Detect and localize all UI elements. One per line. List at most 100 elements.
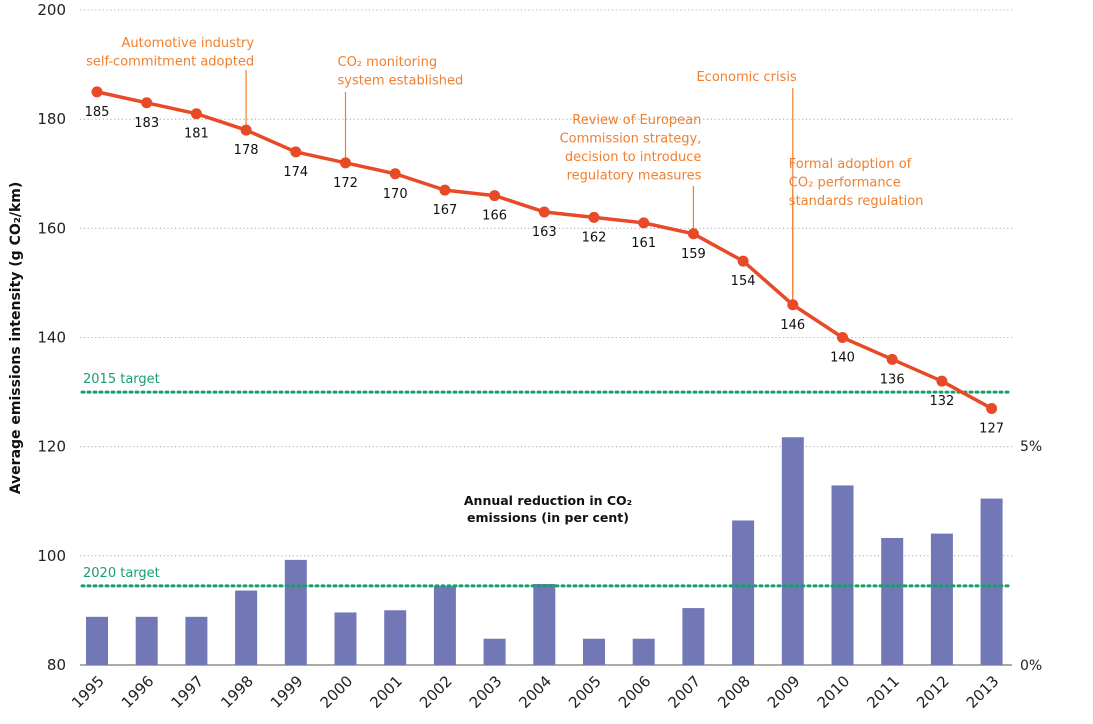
reduction-bars	[86, 437, 1003, 665]
data-label: 178	[234, 143, 259, 158]
annotations: Automotive industry self-commitment adopt…	[86, 36, 923, 301]
series-line	[96, 90, 993, 410]
data-labels: 185 183 181 178 174 172 170 167 166 163 162 161 159 1…	[85, 105, 1004, 437]
x-tick-label: 1995	[68, 672, 108, 712]
annotation-text: decision to introduce	[565, 150, 702, 165]
reduction-bar	[732, 520, 755, 665]
target-label: 2020 target	[83, 566, 160, 581]
y2-axis: 0% 5%	[1020, 439, 1042, 674]
annotation-text: Commission strategy,	[560, 132, 702, 147]
data-point	[787, 299, 799, 311]
x-tick-label: 2006	[615, 672, 655, 712]
data-label: 154	[731, 274, 756, 289]
y-tick-label: 200	[37, 1, 66, 19]
data-point	[538, 206, 550, 218]
reduction-bar	[135, 616, 158, 665]
data-point	[737, 255, 749, 267]
x-tick-label: 1997	[167, 672, 207, 712]
data-label: 146	[780, 318, 805, 333]
reduction-bar	[583, 638, 605, 665]
x-tick-label: 2012	[913, 672, 953, 712]
annotation-text: standards regulation	[789, 194, 924, 209]
bar-title-line: Annual reduction in CO₂	[464, 493, 632, 508]
reduction-bar	[781, 437, 804, 665]
reduction-bar	[86, 616, 108, 665]
data-point	[340, 157, 351, 169]
data-point	[439, 184, 451, 196]
reduction-bar	[980, 498, 1003, 665]
reduction-bar	[284, 559, 307, 665]
data-point	[986, 402, 998, 414]
data-point	[240, 124, 252, 136]
x-tick-label: 2010	[814, 672, 854, 712]
reduction-bar	[881, 537, 904, 665]
x-tick-label: 2004	[515, 672, 555, 712]
annotation-text: self-commitment adopted	[86, 55, 254, 70]
y-axis: 80 100 120 140 160 180 200	[37, 1, 66, 674]
reduction-bar	[831, 485, 854, 665]
bar-title: Annual reduction in CO₂ emissions (in per…	[464, 493, 632, 525]
y2-tick-label: 5%	[1020, 439, 1042, 455]
y-tick-label: 100	[37, 547, 66, 565]
data-point	[687, 228, 699, 240]
x-tick-label: 2003	[466, 672, 506, 712]
annotation-text: CO₂ monitoring	[338, 55, 438, 70]
reduction-bar	[334, 612, 357, 665]
annotation-text: Automotive industry	[122, 36, 255, 51]
annotation-text: Review of European	[572, 113, 701, 128]
data-label: 132	[929, 394, 954, 409]
grid	[80, 9, 1012, 666]
x-axis: 1995 1996 1997 1998 1999 2000 2001 2002 2003 2004…	[68, 672, 1002, 712]
y-tick-label: 180	[37, 110, 66, 128]
data-label: 136	[880, 372, 905, 387]
data-label: 159	[681, 247, 706, 262]
reduction-bar	[235, 590, 258, 665]
x-tick-label: 2001	[366, 672, 406, 712]
x-tick-label: 1996	[118, 672, 158, 712]
data-point	[638, 217, 650, 229]
data-point	[588, 211, 600, 223]
data-label: 161	[631, 236, 656, 251]
annotation-text: regulatory measures	[567, 169, 702, 184]
x-tick-label: 2000	[317, 672, 357, 712]
data-label: 166	[482, 209, 507, 224]
data-label: 162	[582, 230, 607, 245]
data-label: 140	[830, 351, 855, 366]
data-label: 167	[432, 203, 457, 218]
x-tick-label: 2007	[664, 672, 704, 712]
y-tick-label: 80	[47, 656, 66, 674]
x-tick-label: 2005	[565, 672, 605, 712]
target-lines: 2015 target 2020 target	[80, 372, 1010, 588]
data-point	[489, 190, 501, 202]
y-tick-label: 160	[37, 219, 66, 237]
x-tick-label: 2008	[714, 672, 754, 712]
annotation-text: Economic crisis	[696, 70, 797, 85]
target-label: 2015 target	[83, 372, 160, 387]
x-tick-label: 1999	[267, 672, 307, 712]
x-tick-label: 2013	[963, 672, 1003, 712]
y-axis-label: Average emissions intensity (g CO₂/km)	[8, 182, 24, 495]
annotation-text: CO₂ performance	[789, 176, 901, 191]
x-tick-label: 1998	[217, 672, 257, 712]
data-label: 181	[184, 127, 209, 142]
data-point	[886, 353, 898, 365]
data-point	[936, 375, 948, 387]
data-label: 185	[85, 105, 110, 120]
reduction-bar	[433, 586, 456, 665]
data-label: 170	[383, 187, 408, 202]
data-label: 163	[532, 225, 557, 240]
data-label: 183	[134, 116, 159, 131]
data-point	[389, 168, 401, 180]
data-label: 172	[333, 176, 358, 191]
data-point	[91, 86, 103, 98]
x-tick-label: 2002	[416, 672, 456, 712]
reduction-bar	[682, 608, 705, 665]
data-point	[141, 97, 153, 109]
data-label: 127	[979, 421, 1004, 436]
reduction-bar	[533, 583, 556, 665]
data-point	[290, 146, 302, 158]
y-tick-label: 140	[37, 329, 66, 347]
reduction-bar	[632, 638, 655, 665]
reduction-bar	[185, 616, 208, 665]
